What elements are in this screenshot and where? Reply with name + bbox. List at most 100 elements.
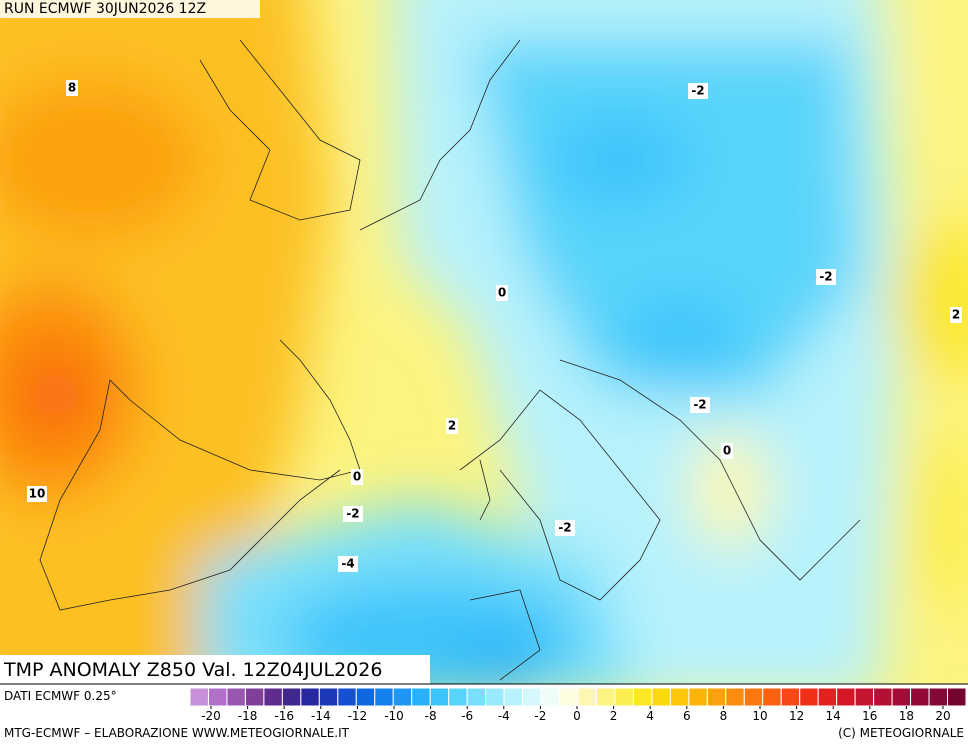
contour-label: 0 [498, 286, 506, 300]
contour-label-bg [338, 556, 358, 572]
colorbar-swatch [632, 687, 653, 707]
colorbar-swatch [207, 687, 228, 707]
colorbar-swatch [189, 687, 209, 707]
colorbar-tick-label: -8 [425, 709, 437, 723]
colorbar-swatch [448, 687, 468, 707]
contour-label-bg [721, 443, 733, 459]
colorbar-swatch [651, 687, 671, 707]
title-bg [0, 655, 430, 684]
contour-label: 2 [952, 308, 960, 322]
colorbar-tick-label: -4 [498, 709, 510, 723]
colorbar-swatch [799, 687, 819, 707]
colorbar-tick-label: 8 [720, 709, 728, 723]
colorbar-swatch [725, 687, 745, 707]
colorbar-swatch [485, 687, 505, 707]
colorbar-tick-label: -6 [461, 709, 473, 723]
colorbar-swatch [337, 687, 357, 707]
colorbar-swatch [873, 687, 893, 707]
contour-label-bg [690, 397, 710, 413]
colorbar-swatch [540, 687, 561, 707]
colorbar-tick-label: -14 [311, 709, 331, 723]
colorbar-swatch [669, 687, 690, 707]
contour-label: 2 [448, 419, 456, 433]
colorbar-swatch [762, 687, 782, 707]
colorbar-tick-label: -20 [201, 709, 221, 723]
colorbar-tick-label: -12 [348, 709, 368, 723]
contour-label-bg [816, 269, 836, 285]
map-title: TMP ANOMALY Z850 Val. 12Z04JUL2026 [3, 659, 382, 681]
run-label-bg [0, 0, 260, 18]
colorbar-swatch [836, 687, 856, 707]
colorbar-swatch [466, 687, 487, 707]
colorbar-tick-label: 0 [573, 709, 581, 723]
contour-label: 8 [68, 81, 76, 95]
contour-label: -2 [346, 507, 359, 521]
colorbar-tick-label: -18 [238, 709, 258, 723]
colorbar-swatch [281, 687, 302, 707]
colorbar-tick-label: 14 [826, 709, 841, 723]
contour-label: 0 [353, 470, 361, 484]
contour-label: 0 [723, 444, 731, 458]
colorbar-swatch [817, 687, 838, 707]
colorbar-swatch [706, 687, 727, 707]
colorbar-swatch [374, 687, 394, 707]
contour-label: -2 [558, 521, 571, 535]
colorbar-swatch [854, 687, 875, 707]
run-label: RUN ECMWF 30JUN2026 12Z [4, 1, 206, 17]
colorbar-swatch [318, 687, 339, 707]
colorbar-tick-label: 18 [899, 709, 914, 723]
colorbar-tick-label: 2 [610, 709, 618, 723]
colorbar: -20 -18 -16 -14 -12 -10 -8 -6 -4 -2 0 2 4 6 8 10 12 14 16 1… [189, 687, 967, 723]
contour-labels: 8 -2 -2 0 2 2 -2 0 0 10 -2 -2 -4 [27, 80, 962, 572]
colorbar-swatch [226, 687, 246, 707]
colorbar-swatch [688, 687, 708, 707]
contour-label: -4 [341, 557, 354, 571]
colorbar-swatch [928, 687, 949, 707]
footer-left: MTG-ECMWF – ELABORAZIONE WWW.METEOGIORNA… [4, 726, 350, 740]
contour-label-bg [496, 285, 508, 301]
contour-label: 10 [29, 487, 46, 501]
colorbar-swatch [392, 687, 413, 707]
colorbar-swatch [947, 687, 967, 707]
contour-label-bg [555, 520, 575, 536]
contour-label: -2 [691, 84, 704, 98]
colorbar-swatch [300, 687, 320, 707]
colorbar-tick-label: 16 [862, 709, 877, 723]
colorbar-tick-label: 4 [646, 709, 654, 723]
coastlines [39, 39, 861, 681]
contour-label-bg [351, 469, 363, 485]
contour-label-bg [27, 486, 47, 502]
colorbar-tick-label: 10 [752, 709, 767, 723]
colorbar-tick-label: -10 [384, 709, 404, 723]
colorbar-swatch [891, 687, 912, 707]
colorbar-swatch [355, 687, 376, 707]
footer-right: (C) METEOGIORNALE [838, 726, 964, 740]
colorbar-swatch [411, 687, 431, 707]
colorbar-swatch [614, 687, 634, 707]
contour-label: -2 [693, 398, 706, 412]
colorbar-tick-label: 6 [683, 709, 691, 723]
colorbar-swatch [522, 687, 542, 707]
colorbar-swatch [910, 687, 930, 707]
contour-label-bg [446, 418, 458, 434]
contour-label: -2 [819, 270, 832, 284]
colorbar-swatch [503, 687, 524, 707]
colorbar-swatch [244, 687, 265, 707]
contour-label-bg [343, 506, 363, 522]
colorbar-swatch [429, 687, 450, 707]
colorbar-swatch [595, 687, 616, 707]
colorbar-swatch [743, 687, 764, 707]
colorbar-swatch [780, 687, 801, 707]
contour-label-bg [66, 80, 78, 96]
colorbar-tick-label: -16 [274, 709, 294, 723]
colorbar-tick-label: -2 [534, 709, 546, 723]
contour-label-bg [688, 83, 708, 99]
colorbar-swatch [577, 687, 597, 707]
colorbar-swatch [559, 687, 579, 707]
colorbar-swatch [263, 687, 283, 707]
contour-label-bg [950, 307, 962, 323]
colorbar-tick-label: 20 [935, 709, 950, 723]
colorbar-tick-label: 12 [789, 709, 804, 723]
